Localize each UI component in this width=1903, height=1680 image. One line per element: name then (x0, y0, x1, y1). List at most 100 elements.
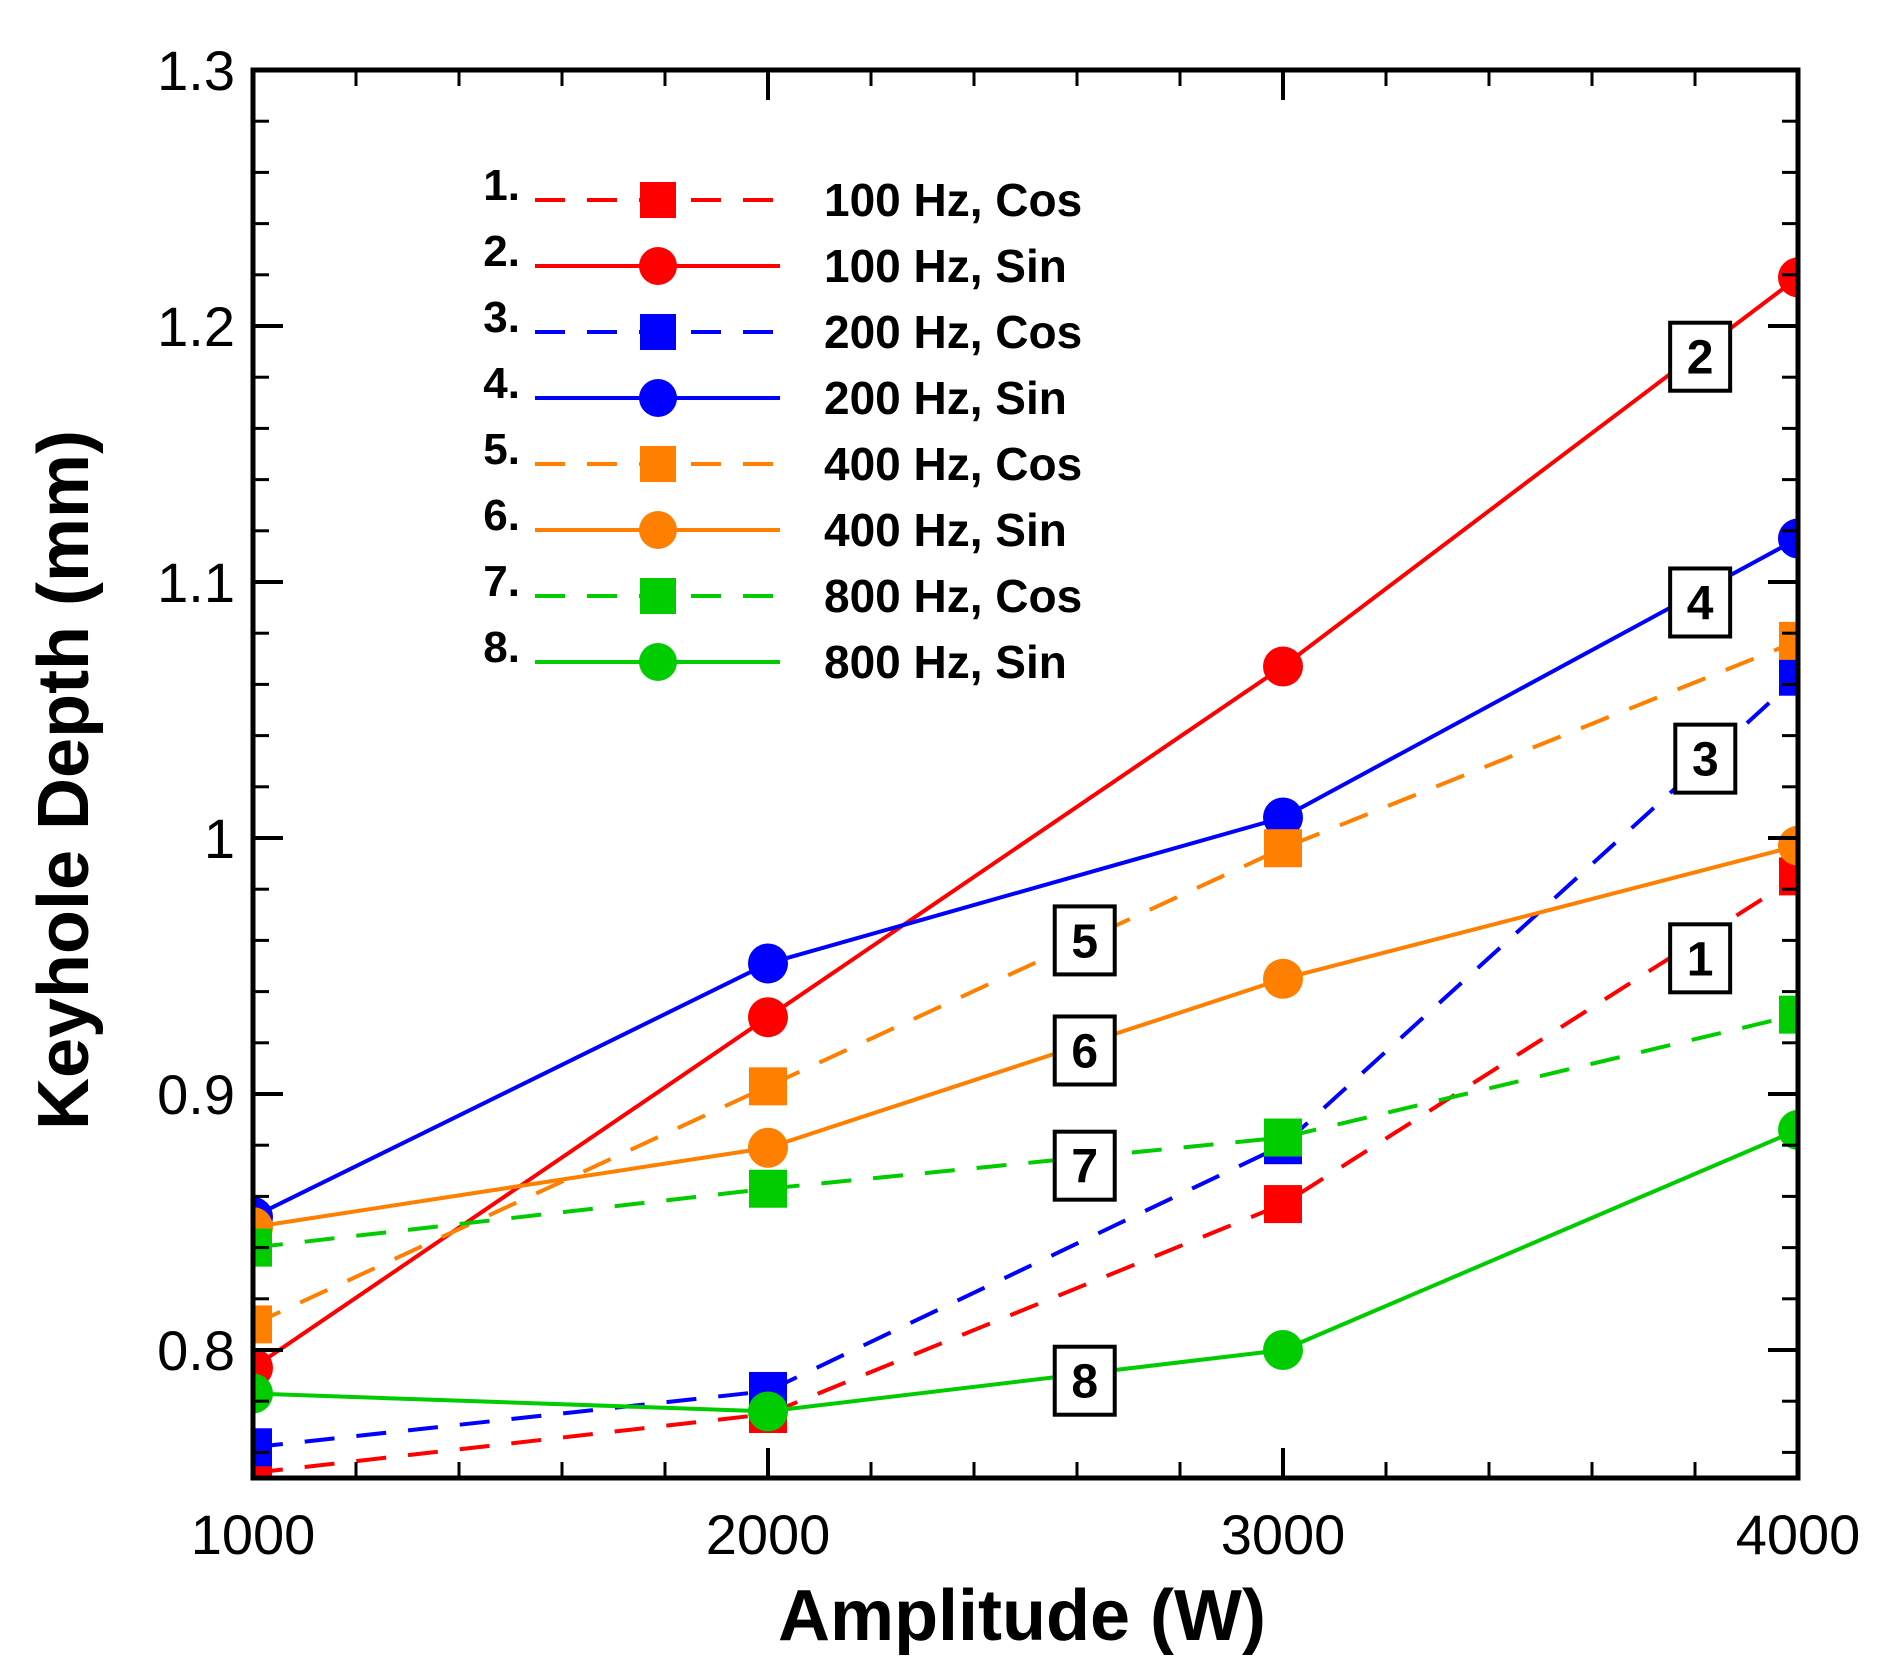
label-box-frame (1668, 566, 1733, 639)
x-tick-label: 3000 (1221, 1503, 1346, 1566)
legend-number: 1. (483, 161, 520, 210)
data-point (1779, 657, 1798, 696)
legend-label: 200 Hz, Sin (824, 372, 1067, 424)
legend-label: 800 Hz, Sin (824, 636, 1067, 688)
legend-entry-5: 5. 400 Hz, Cos (483, 425, 1082, 490)
label-box-frame (1668, 320, 1733, 393)
series-line-1 (253, 874, 1798, 1475)
legend-number: 4. (483, 359, 520, 408)
label-box-frame (1668, 922, 1733, 995)
label-box-frame (1052, 1344, 1117, 1417)
data-point (1263, 958, 1303, 999)
series-label-box: 6 (1052, 1014, 1117, 1087)
data-point (1779, 857, 1798, 896)
series-line-4 (253, 536, 1798, 1219)
series-label-box: 2 (1668, 320, 1733, 393)
data-point (748, 1127, 788, 1168)
data-point (1778, 825, 1798, 866)
legend-entry-1: 1. 100 Hz, Cos (483, 161, 1082, 226)
data-point (1263, 797, 1303, 838)
data-point (748, 997, 788, 1038)
data-point (253, 1373, 273, 1414)
data-point (749, 1067, 787, 1106)
label-box-text: 7 (1071, 1141, 1098, 1194)
legend-entry-4: 4. 200 Hz, Sin (483, 359, 1067, 424)
legend-label: 400 Hz, Sin (824, 504, 1067, 556)
data-point (1264, 1118, 1302, 1157)
series-layer (253, 257, 1798, 1478)
label-box-text: 4 (1687, 577, 1714, 630)
x-tick-label: 2000 (706, 1503, 831, 1566)
series-line-8 (253, 1127, 1798, 1414)
label-box-text: 6 (1071, 1025, 1098, 1078)
annotation-layer: 1 2 3 4 5 6 7 8 (1052, 320, 1738, 1417)
legend-marker (640, 446, 676, 482)
label-box-text: 8 (1071, 1356, 1098, 1409)
legend-number: 6. (483, 491, 520, 540)
series-line-5 (253, 639, 1798, 1327)
series-label-box: 3 (1673, 722, 1738, 795)
legend-number: 3. (483, 293, 520, 342)
data-point (748, 1391, 788, 1432)
label-box-text: 1 (1687, 933, 1714, 986)
legend-marker (639, 379, 677, 417)
series-label-box: 8 (1052, 1344, 1117, 1417)
label-box-text: 5 (1071, 915, 1098, 968)
legend-entry-7: 7. 800 Hz, Cos (483, 557, 1082, 622)
data-point (1263, 646, 1303, 687)
series-line-7 (253, 1012, 1798, 1250)
y-tick-label: 1.1 (157, 551, 235, 614)
legend-number: 2. (483, 227, 520, 276)
series-line-3 (253, 675, 1798, 1450)
data-point (1779, 621, 1798, 660)
legend-marker (639, 511, 677, 549)
legend-entry-3: 3. 200 Hz, Cos (483, 293, 1082, 358)
label-box-text: 2 (1687, 332, 1714, 385)
series-7 (253, 995, 1798, 1267)
x-tick-label: 1000 (191, 1503, 316, 1566)
data-point (1264, 829, 1302, 868)
y-tick-label: 1.2 (157, 295, 235, 358)
series-label-box: 5 (1052, 904, 1117, 977)
legend-marker (639, 247, 677, 285)
series-5 (253, 621, 1798, 1344)
legend-number: 7. (483, 557, 520, 606)
label-box-frame (1052, 1129, 1117, 1202)
y-tick-label: 0.8 (157, 1319, 235, 1382)
x-axis-title: Amplitude (W) (778, 1576, 1266, 1656)
series-label-box: 4 (1668, 566, 1733, 639)
series-8 (253, 1109, 1798, 1432)
legend-number: 8. (483, 623, 520, 672)
legend-label: 200 Hz, Cos (824, 306, 1082, 358)
legend-label: 400 Hz, Cos (824, 438, 1082, 490)
y-tick-label: 1 (204, 807, 235, 870)
data-point (1778, 257, 1798, 298)
legend-marker (640, 182, 676, 218)
legend-entry-2: 2. 100 Hz, Sin (483, 227, 1067, 292)
data-point (253, 1305, 272, 1344)
series-label-box: 7 (1052, 1129, 1117, 1202)
data-point (749, 1169, 787, 1208)
data-point (1264, 1185, 1302, 1224)
legend-label: 100 Hz, Cos (824, 174, 1082, 226)
data-point (1778, 518, 1798, 559)
y-axis-title: Keyhole Depth (mm) (24, 430, 104, 1130)
legend-label: 800 Hz, Cos (824, 570, 1082, 622)
data-point (1779, 995, 1798, 1034)
legend-label: 100 Hz, Sin (824, 240, 1067, 292)
legend-number: 5. (483, 425, 520, 474)
data-point (253, 1428, 272, 1467)
data-point (1263, 1330, 1303, 1370)
legend-marker (640, 578, 676, 614)
y-tick-label: 0.9 (157, 1063, 235, 1126)
legend-entry-8: 8. 800 Hz, Sin (483, 623, 1067, 688)
x-tick-label: 4000 (1736, 1503, 1861, 1566)
y-tick-label: 1.3 (157, 39, 235, 102)
legend-marker (640, 314, 676, 350)
label-box-frame (1052, 1014, 1117, 1087)
label-box-frame (1673, 722, 1738, 795)
